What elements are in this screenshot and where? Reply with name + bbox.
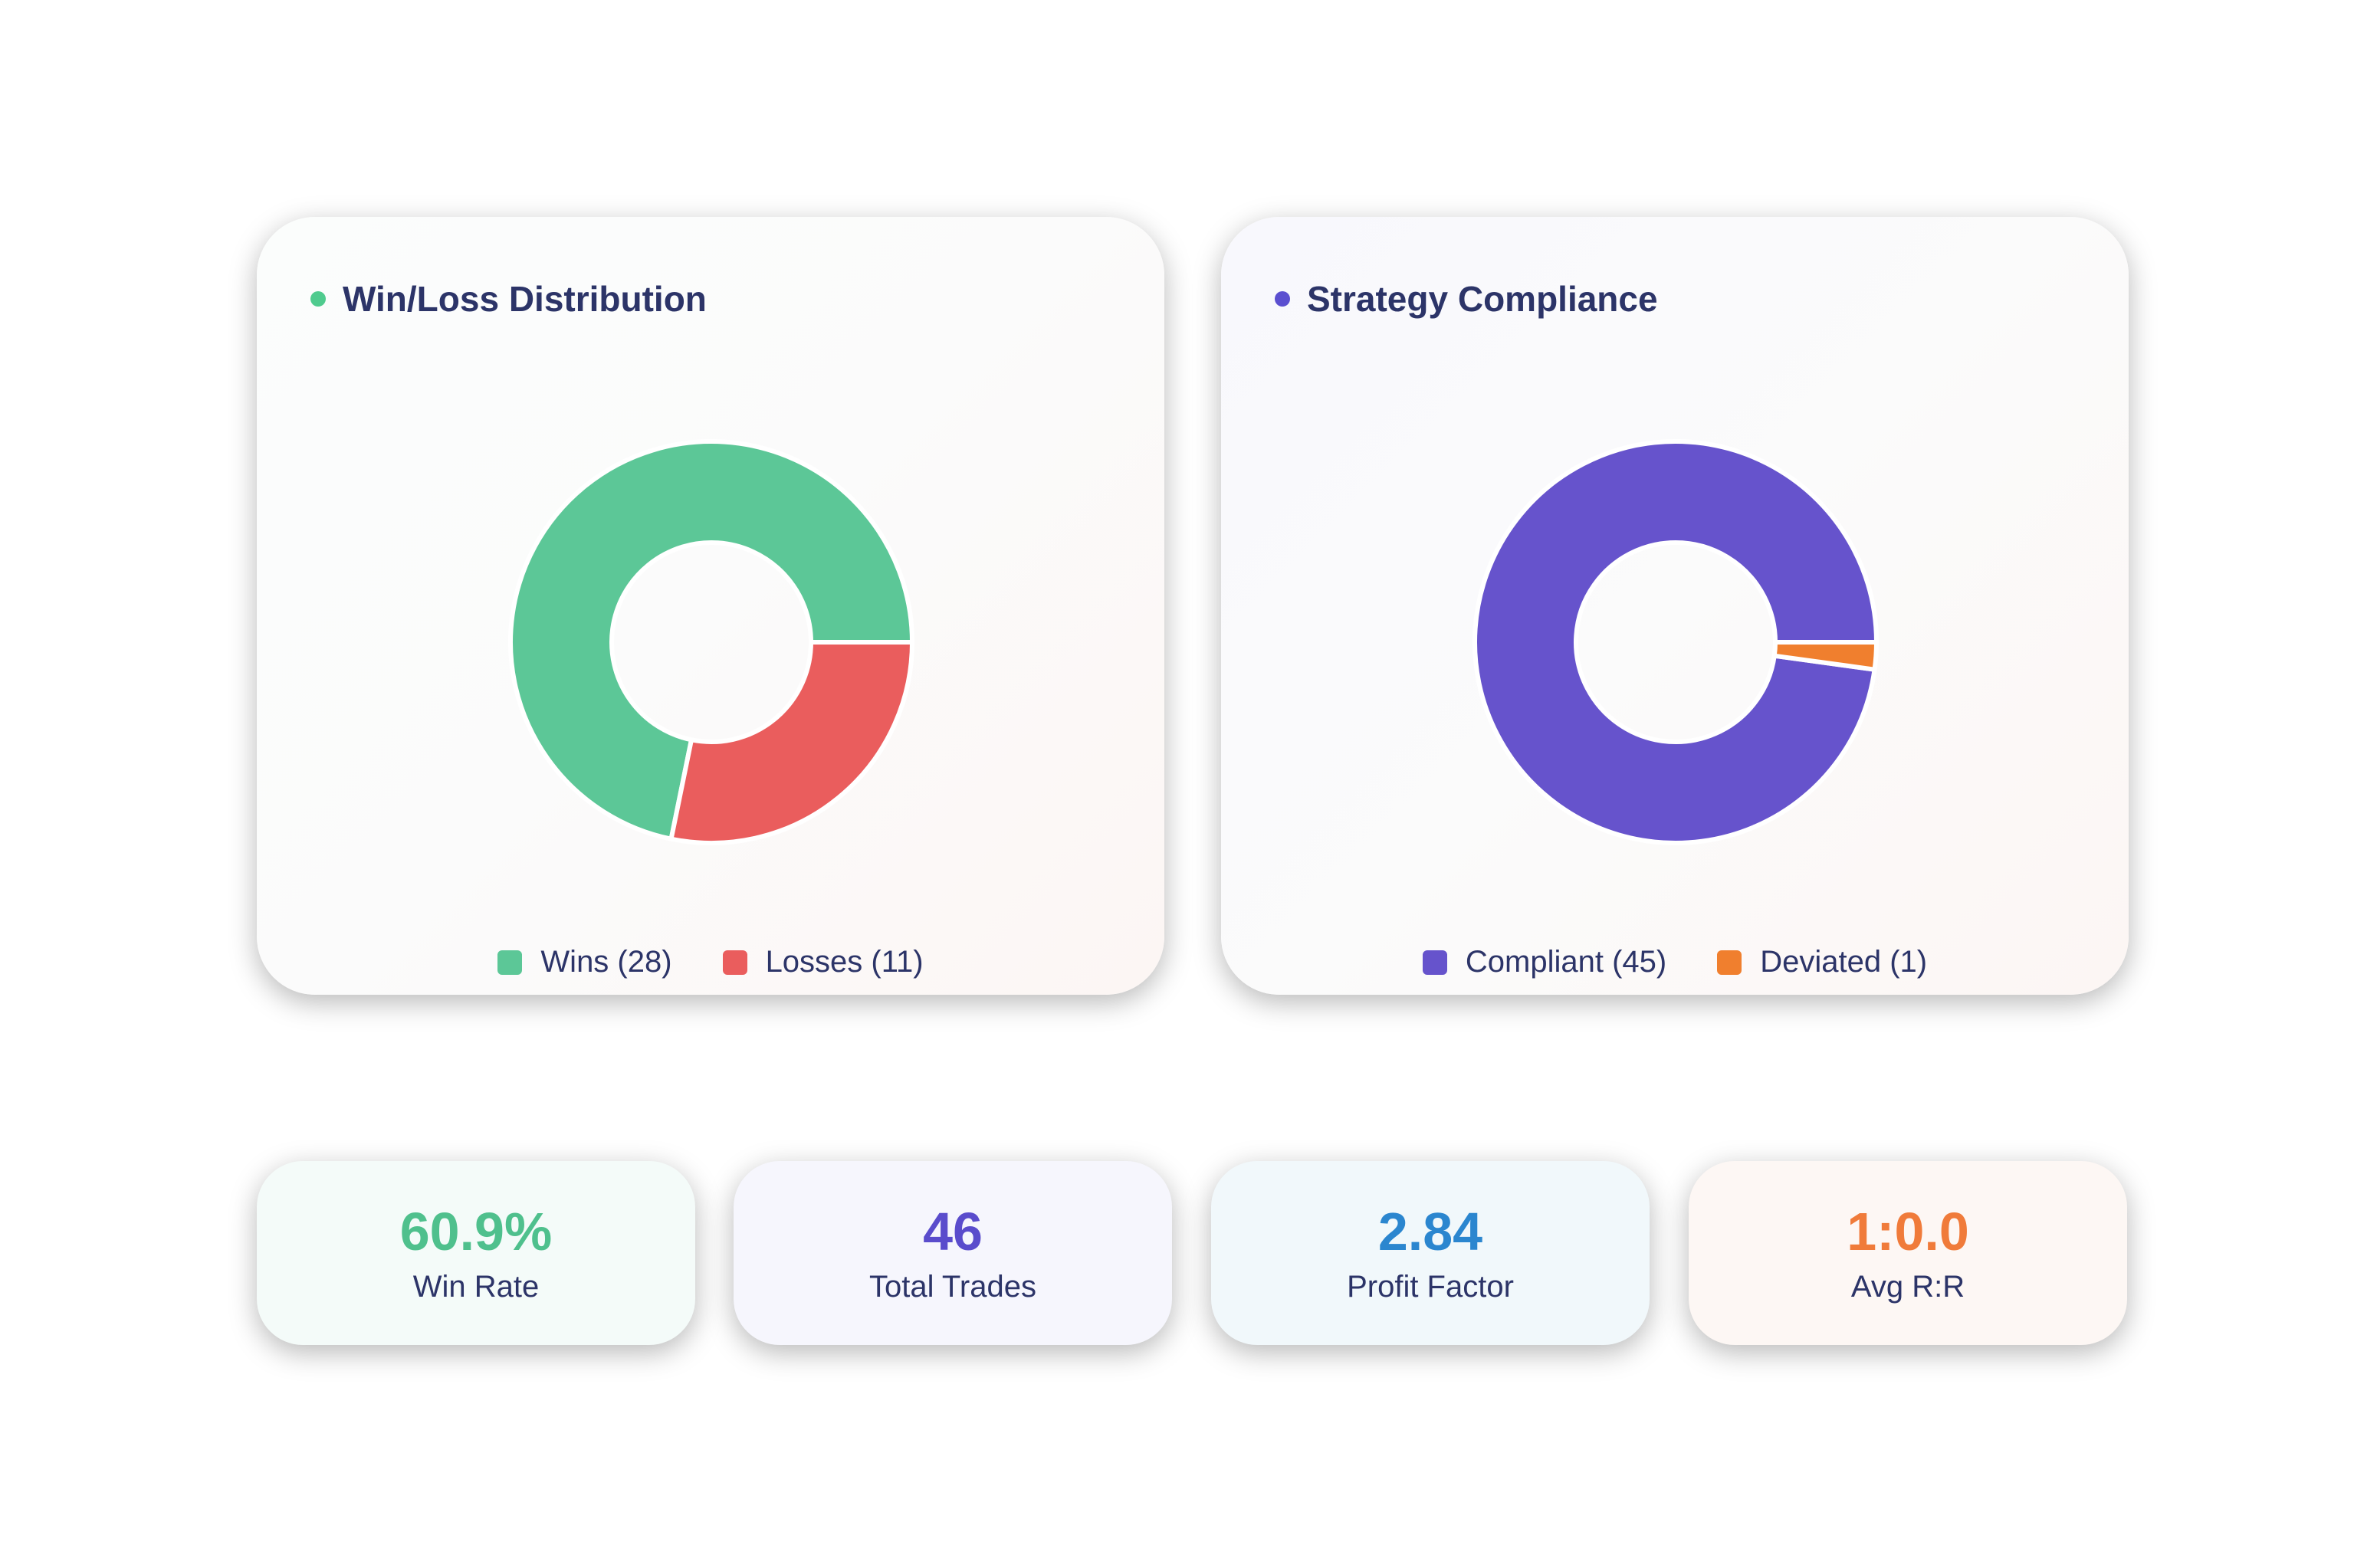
stat-label: Avg R:R <box>1850 1270 1965 1304</box>
stat-win-rate: 60.9% Win Rate <box>257 1161 695 1345</box>
donut-slice-losses[interactable] <box>668 640 915 845</box>
legend-label: Compliant (45) <box>1465 945 1667 979</box>
chart-title: Win/Loss Distribution <box>343 279 707 319</box>
title-dot-icon <box>1275 291 1290 307</box>
legend-item-deviated[interactable]: Deviated (1) <box>1717 945 1927 979</box>
stat-label: Total Trades <box>869 1270 1036 1304</box>
legend-label: Deviated (1) <box>1760 945 1928 979</box>
donut-slice-deviated[interactable] <box>1771 640 1880 673</box>
legend-item-compliant[interactable]: Compliant (45) <box>1422 945 1667 979</box>
donut-slice-wins[interactable] <box>508 439 915 842</box>
legend: Wins (28) Losses (11) <box>257 945 1164 979</box>
stat-value: 46 <box>923 1202 983 1261</box>
win-loss-card: Win/Loss Distribution Wins (28) Losses (… <box>257 217 1164 995</box>
legend-item-losses[interactable]: Losses (11) <box>722 945 924 979</box>
stat-profit-factor: 2.84 Profit Factor <box>1211 1161 1650 1345</box>
win-loss-donut <box>508 439 915 845</box>
legend-label: Wins (28) <box>540 945 672 979</box>
stat-value: 60.9% <box>399 1202 553 1261</box>
losses-swatch-icon <box>722 950 747 975</box>
legend-label: Losses (11) <box>765 945 924 979</box>
stat-avg-rr: 1:0.0 Avg R:R <box>1689 1161 2127 1345</box>
donut-slice-compliant[interactable] <box>1472 439 1880 846</box>
wins-swatch-icon <box>497 950 523 975</box>
stat-label: Win Rate <box>412 1270 540 1304</box>
legend: Compliant (45) Deviated (1) <box>1221 945 2129 979</box>
strategy-compliance-card: Strategy Compliance Compliant (45) Devia… <box>1221 217 2129 995</box>
stat-label: Profit Factor <box>1347 1270 1514 1304</box>
card-title: Win/Loss Distribution <box>310 278 707 320</box>
legend-item-wins[interactable]: Wins (28) <box>497 945 672 979</box>
card-title: Strategy Compliance <box>1275 278 1658 320</box>
stat-value: 1:0.0 <box>1847 1202 1969 1261</box>
deviated-swatch-icon <box>1717 950 1742 975</box>
compliant-swatch-icon <box>1422 950 1447 975</box>
chart-title: Strategy Compliance <box>1307 279 1658 319</box>
compliance-donut <box>1472 439 1880 846</box>
stat-value: 2.84 <box>1377 1202 1483 1261</box>
stat-total-trades: 46 Total Trades <box>734 1161 1172 1345</box>
title-dot-icon <box>310 291 326 307</box>
